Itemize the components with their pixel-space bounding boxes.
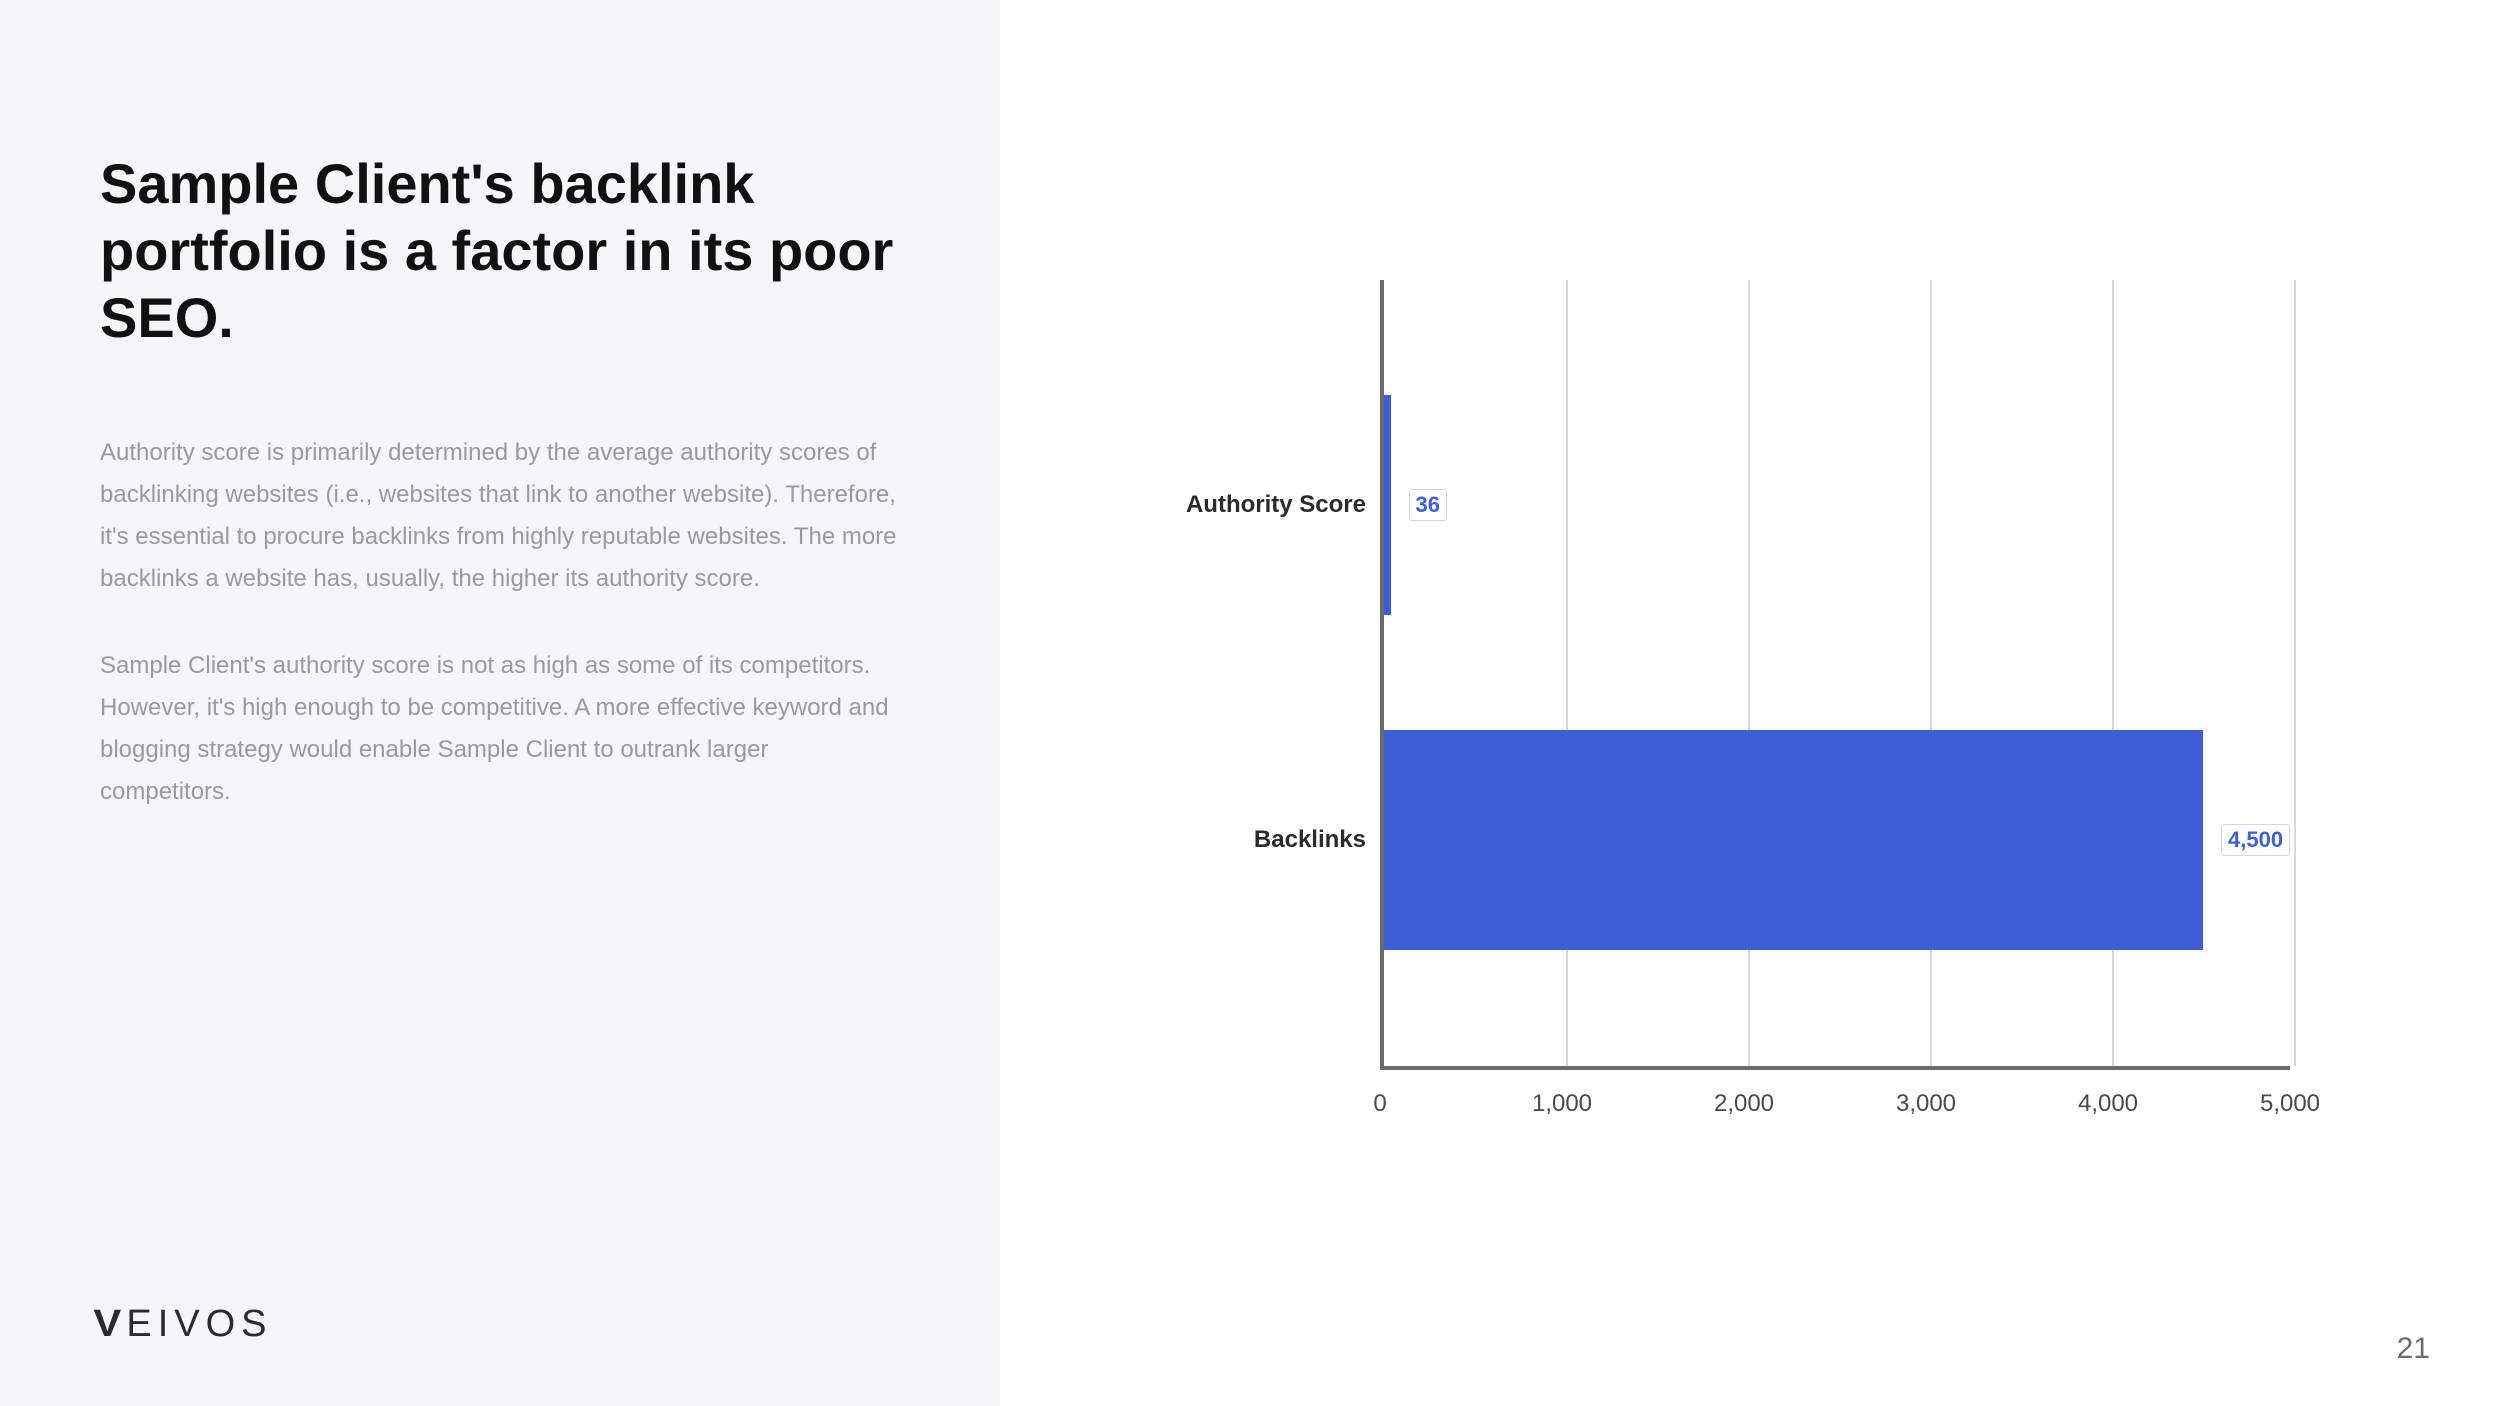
chart-x-tick-label: 1,000 (1532, 1090, 1592, 1118)
chart-x-tick-label: 5,000 (2260, 1090, 2320, 1118)
brand-logo: VEIVOS (95, 1303, 273, 1346)
chart-x-tick-label: 4,000 (2078, 1090, 2138, 1118)
paragraph-1: Authority score is primarily determined … (100, 432, 900, 600)
chart-x-tick-label: 2,000 (1714, 1090, 1774, 1118)
page-number: 21 (2397, 1332, 2430, 1366)
chart-x-tick-label: 3,000 (1896, 1090, 1956, 1118)
chart-category-label: Authority Score (1186, 491, 1366, 519)
chart-gridline (2294, 280, 2296, 1066)
chart-category-label: Backlinks (1254, 826, 1366, 854)
chart-plot-area: Authority Score36Backlinks4,500 (1380, 280, 2290, 1070)
chart-bar (1384, 395, 1391, 615)
backlink-chart: Authority Score36Backlinks4,500 01,0002,… (1180, 280, 2360, 1080)
left-panel: Sample Client's backlink portfolio is a … (0, 0, 1000, 1406)
chart-bar (1384, 730, 2203, 950)
chart-value-label: 36 (1409, 489, 1447, 521)
chart-value-label: 4,500 (2221, 824, 2290, 856)
logo-mark-icon: V (93, 1303, 127, 1346)
slide-title: Sample Client's backlink portfolio is a … (100, 150, 910, 352)
logo-text: EIVOS (126, 1303, 272, 1345)
chart-x-tick-label: 0 (1373, 1090, 1386, 1118)
right-panel: Authority Score36Backlinks4,500 01,0002,… (1000, 0, 2500, 1406)
slide: Sample Client's backlink portfolio is a … (0, 0, 2500, 1406)
paragraph-2: Sample Client's authority score is not a… (100, 645, 900, 813)
